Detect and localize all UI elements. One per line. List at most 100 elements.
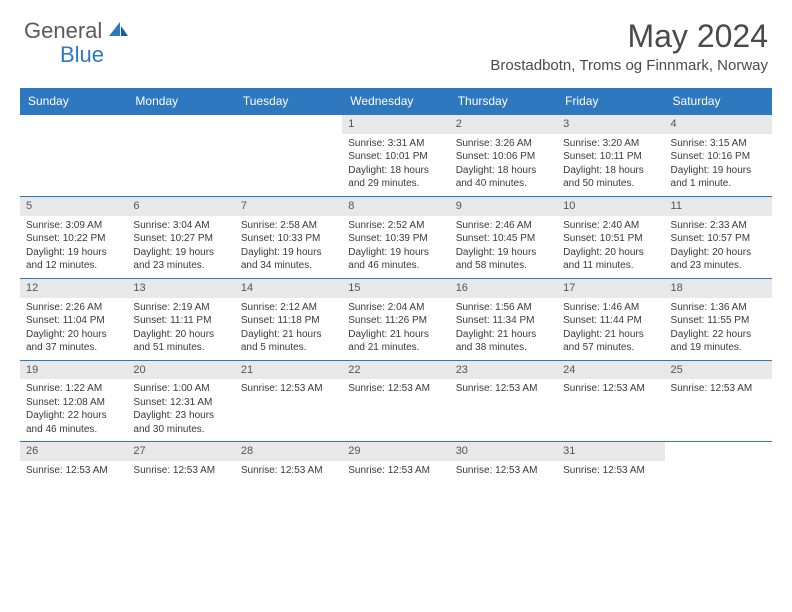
logo-text-2: Blue — [60, 42, 104, 67]
day-cell: 18Sunrise: 1:36 AMSunset: 11:55 PMDaylig… — [665, 279, 772, 360]
day-line: Sunset: 11:18 PM — [241, 314, 336, 328]
day-content: Sunrise: 2:19 AMSunset: 11:11 PMDaylight… — [127, 298, 234, 360]
day-header: Sunday — [20, 88, 127, 114]
day-line: and 57 minutes. — [563, 341, 658, 355]
day-line: Daylight: 22 hours — [671, 328, 766, 342]
day-number: 22 — [342, 361, 449, 380]
day-line: Sunrise: 12:53 AM — [563, 382, 658, 396]
day-cell: 8Sunrise: 2:52 AMSunset: 10:39 PMDayligh… — [342, 197, 449, 278]
day-cell: 24 Sunrise: 12:53 AM — [557, 361, 664, 442]
day-line: Sunrise: 2:19 AM — [133, 301, 228, 315]
day-number: 25 — [665, 361, 772, 380]
day-line: Sunset: 11:34 PM — [456, 314, 551, 328]
day-line: Daylight: 19 hours — [348, 246, 443, 260]
day-line: Daylight: 21 hours — [241, 328, 336, 342]
day-header-row: SundayMondayTuesdayWednesdayThursdayFrid… — [20, 88, 772, 114]
day-number: 24 — [557, 361, 664, 380]
day-line: Sunrise: 1:46 AM — [563, 301, 658, 315]
day-line: Sunrise: 1:56 AM — [456, 301, 551, 315]
day-line: Sunrise: 12:53 AM — [456, 382, 551, 396]
day-number: 29 — [342, 442, 449, 461]
day-line: and 29 minutes. — [348, 177, 443, 191]
day-line: Daylight: 19 hours — [456, 246, 551, 260]
day-content: Sunrise: 1:36 AMSunset: 11:55 PMDaylight… — [665, 298, 772, 360]
day-line: Daylight: 19 hours — [133, 246, 228, 260]
day-content: Sunrise: 12:53 AM — [557, 379, 664, 401]
day-number: 27 — [127, 442, 234, 461]
day-line: Sunset: 10:16 PM — [671, 150, 766, 164]
day-line: Daylight: 19 hours — [26, 246, 121, 260]
logo-text-1: General — [24, 18, 102, 44]
day-cell: 6Sunrise: 3:04 AMSunset: 10:27 PMDayligh… — [127, 197, 234, 278]
day-cell: 10Sunrise: 2:40 AMSunset: 10:51 PMDaylig… — [557, 197, 664, 278]
day-cell: 20Sunrise: 1:00 AMSunset: 12:31 AMDaylig… — [127, 361, 234, 442]
day-line: Sunset: 11:04 PM — [26, 314, 121, 328]
day-line: Sunrise: 2:33 AM — [671, 219, 766, 233]
day-number: 6 — [127, 197, 234, 216]
day-number: 15 — [342, 279, 449, 298]
day-line: Sunrise: 1:36 AM — [671, 301, 766, 315]
day-line: Sunrise: 12:53 AM — [348, 464, 443, 478]
day-cell: 21Sunrise: 12:53 AM — [235, 361, 342, 442]
week-row: 5Sunrise: 3:09 AMSunset: 10:22 PMDayligh… — [20, 196, 772, 278]
day-line: and 50 minutes. — [563, 177, 658, 191]
day-content: Sunrise: 2:58 AMSunset: 10:33 PMDaylight… — [235, 216, 342, 278]
day-cell: 30Sunrise: 12:53 AM — [450, 442, 557, 517]
day-content: Sunrise: 3:04 AMSunset: 10:27 PMDaylight… — [127, 216, 234, 278]
day-number: 8 — [342, 197, 449, 216]
title-block: May 2024 Brostadbotn, Troms og Finnmark,… — [490, 18, 768, 74]
day-header: Friday — [557, 88, 664, 114]
day-content: Sunrise: 1:46 AMSunset: 11:44 PMDaylight… — [557, 298, 664, 360]
day-line: Daylight: 20 hours — [563, 246, 658, 260]
weeks-container: 1Sunrise: 3:31 AMSunset: 10:01 PMDayligh… — [20, 114, 772, 517]
day-number: 5 — [20, 197, 127, 216]
day-line: Sunrise: 3:04 AM — [133, 219, 228, 233]
day-header: Monday — [127, 88, 234, 114]
day-content: Sunrise: 3:31 AMSunset: 10:01 PMDaylight… — [342, 134, 449, 196]
day-header: Wednesday — [342, 88, 449, 114]
day-line: Sunset: 10:57 PM — [671, 232, 766, 246]
day-line: and 37 minutes. — [26, 341, 121, 355]
day-cell: 26Sunrise: 12:53 AM — [20, 442, 127, 517]
day-line: and 11 minutes. — [563, 259, 658, 273]
day-line: Sunset: 12:08 AM — [26, 396, 121, 410]
day-line: Sunset: 11:26 PM — [348, 314, 443, 328]
day-line: Sunrise: 12:53 AM — [563, 464, 658, 478]
empty-cell — [20, 115, 127, 196]
day-number: 7 — [235, 197, 342, 216]
day-content: Sunrise: 12:53 AM — [450, 379, 557, 401]
day-cell: 29 Sunrise: 12:53 AM — [342, 442, 449, 517]
day-number: 1 — [342, 115, 449, 134]
day-line: Sunset: 12:31 AM — [133, 396, 228, 410]
day-line: Daylight: 21 hours — [348, 328, 443, 342]
day-line: Sunrise: 3:09 AM — [26, 219, 121, 233]
day-line: and 21 minutes. — [348, 341, 443, 355]
day-content: Sunrise: 2:04 AMSunset: 11:26 PMDaylight… — [342, 298, 449, 360]
day-line: Sunset: 11:55 PM — [671, 314, 766, 328]
day-line: Sunrise: 12:53 AM — [671, 382, 766, 396]
day-line: and 30 minutes. — [133, 423, 228, 437]
month-title: May 2024 — [490, 18, 768, 55]
empty-cell — [235, 115, 342, 196]
day-cell: 22Sunrise: 12:53 AM — [342, 361, 449, 442]
day-cell: 3Sunrise: 3:20 AMSunset: 10:11 PMDayligh… — [557, 115, 664, 196]
day-line: Sunset: 10:22 PM — [26, 232, 121, 246]
day-line: and 1 minute. — [671, 177, 766, 191]
logo: General Blue — [24, 18, 130, 44]
day-line: Sunrise: 1:22 AM — [26, 382, 121, 396]
day-cell: 17Sunrise: 1:46 AMSunset: 11:44 PMDaylig… — [557, 279, 664, 360]
day-line: Sunrise: 3:31 AM — [348, 137, 443, 151]
day-content: Sunrise: 2:52 AMSunset: 10:39 PMDaylight… — [342, 216, 449, 278]
day-cell: 27Sunrise: 12:53 AM — [127, 442, 234, 517]
day-content: Sunrise: 12:53 AM — [450, 461, 557, 483]
day-content: Sunrise: 3:15 AMSunset: 10:16 PMDaylight… — [665, 134, 772, 196]
day-number: 30 — [450, 442, 557, 461]
day-line: Sunset: 10:06 PM — [456, 150, 551, 164]
day-line: Daylight: 18 hours — [348, 164, 443, 178]
day-line: Sunrise: 3:26 AM — [456, 137, 551, 151]
day-line: and 38 minutes. — [456, 341, 551, 355]
day-line: Sunset: 10:11 PM — [563, 150, 658, 164]
day-line: Daylight: 20 hours — [26, 328, 121, 342]
day-cell: 28Sunrise: 12:53 AM — [235, 442, 342, 517]
day-line: and 46 minutes. — [26, 423, 121, 437]
